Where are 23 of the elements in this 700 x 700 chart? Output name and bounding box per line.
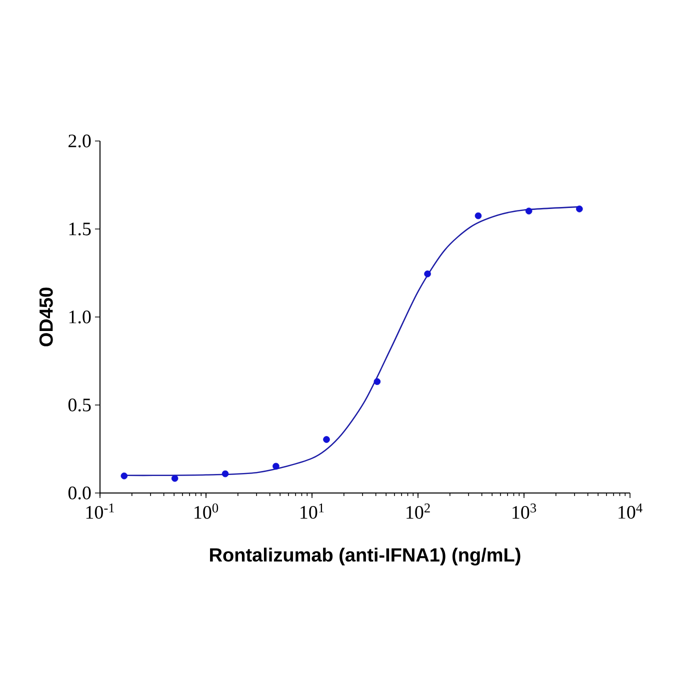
point (323, 436, 330, 443)
y-axis-title: OD450 (39, 288, 53, 346)
x-tick-label: 10$^{3}$ (512, 504, 536, 519)
point (474, 212, 482, 220)
point (222, 470, 229, 478)
point (576, 206, 583, 212)
point (374, 378, 381, 385)
point (171, 474, 178, 482)
point (120, 472, 128, 480)
point (272, 462, 280, 470)
x-tick-label: 10$^{2}$ (406, 504, 430, 519)
y-tick-label: 0.0 (68, 486, 91, 500)
y-tick-label: 1.0 (69, 310, 91, 324)
x-tick-label: 10$^{4}$ (618, 504, 642, 519)
point (424, 270, 431, 278)
x-tick-label: 10$^{1}$ (300, 504, 324, 519)
point (525, 208, 532, 214)
y-tick-label: 0.5 (68, 398, 91, 412)
x-tick-label: 10$^{0}$ (194, 504, 218, 519)
y-tick-label: 2.0 (68, 134, 91, 148)
y-tick-label: 1.5 (69, 222, 91, 236)
x-axis-title: Rontalizumab (anti-IFNA1) (ng/mL) (210, 548, 520, 566)
x-tick-label: 10$^{-1}$ (86, 504, 114, 519)
